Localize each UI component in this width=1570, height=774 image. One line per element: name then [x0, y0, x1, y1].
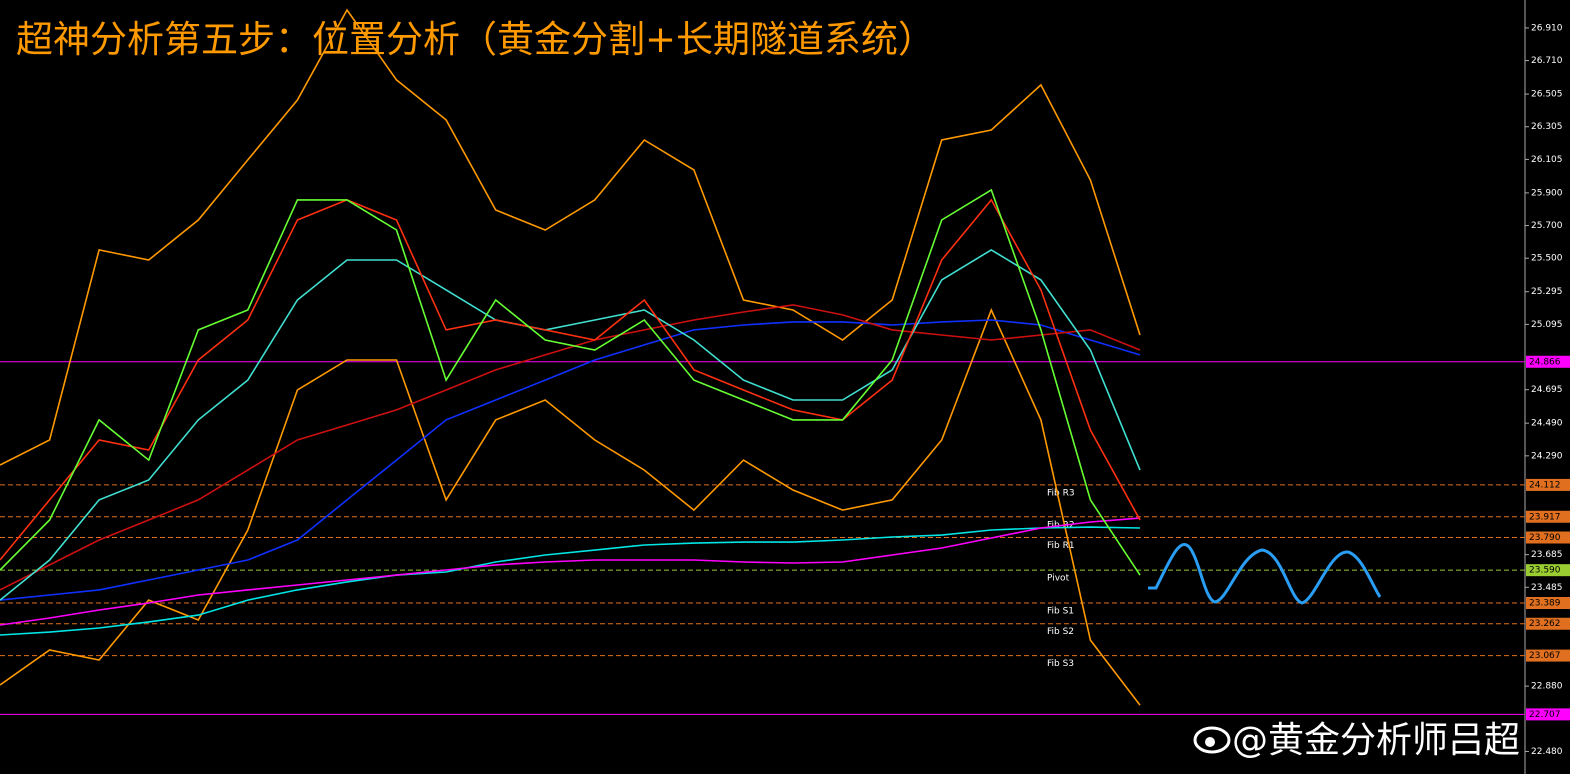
level-price-box — [1526, 510, 1570, 523]
level-price-box — [1526, 531, 1570, 544]
series-line — [0, 517, 1141, 626]
series-line — [0, 188, 1141, 576]
level-price-box — [1526, 478, 1570, 491]
y-tick-label: 25.900 — [1531, 188, 1563, 198]
watermark: @黄金分析师吕超 — [1232, 720, 1520, 761]
y-tick-label: 24.695 — [1531, 385, 1563, 395]
level-price-box — [1526, 617, 1570, 630]
level-price-label: 24.866 — [1529, 357, 1561, 367]
level-name: Fib S1 — [1047, 606, 1074, 616]
level-price-box — [1526, 564, 1570, 577]
y-tick-label: 25.295 — [1531, 287, 1563, 297]
y-tick-label: 25.500 — [1531, 254, 1563, 264]
y-tick-label: 26.305 — [1531, 122, 1563, 132]
level-name: Fib R3 — [1047, 488, 1075, 498]
level-price-box — [1526, 649, 1570, 662]
y-tick-label: 26.710 — [1531, 56, 1563, 66]
series-line — [0, 319, 1141, 601]
y-tick-label: 26.505 — [1531, 90, 1563, 100]
level-price-label: 23.067 — [1529, 651, 1561, 661]
series-line — [0, 526, 1141, 636]
level-price-label: 23.262 — [1529, 619, 1561, 629]
level-price-label: 23.590 — [1529, 566, 1561, 576]
y-tick-label: 25.700 — [1531, 221, 1563, 231]
series-line — [0, 8, 1141, 466]
level-name: Fib R1 — [1047, 541, 1075, 551]
y-tick-label: 23.685 — [1531, 550, 1563, 560]
y-tick-label: 23.485 — [1531, 583, 1563, 593]
chart-title: 超神分析第五步：位置分析（黄金分割+长期隧道系统） — [16, 18, 935, 61]
level-name: Fib S2 — [1047, 627, 1074, 637]
level-price-box — [1526, 708, 1570, 721]
series-line — [0, 248, 1141, 601]
y-tick-label: 26.105 — [1531, 155, 1563, 165]
y-tick-label: 22.880 — [1531, 682, 1563, 692]
level-name: Pivot — [1047, 574, 1070, 584]
level-price-label: 22.707 — [1529, 710, 1561, 720]
y-tick-label: 24.290 — [1531, 451, 1563, 461]
projection-wave — [1148, 543, 1382, 605]
level-name: Fib S3 — [1047, 659, 1074, 669]
level-price-box — [1526, 355, 1570, 368]
y-tick-label: 25.095 — [1531, 320, 1563, 330]
y-tick-label: 26.910 — [1531, 23, 1563, 33]
series-line — [0, 304, 1141, 591]
weibo-logo — [1193, 726, 1231, 754]
level-price-box — [1526, 596, 1570, 609]
y-tick-label: 22.480 — [1531, 747, 1563, 757]
level-price-label: 23.389 — [1529, 598, 1561, 608]
level-price-label: 23.790 — [1529, 533, 1561, 543]
series-line — [0, 198, 1141, 561]
level-price-label: 23.917 — [1529, 512, 1561, 522]
y-tick-label: 24.490 — [1531, 419, 1563, 429]
level-price-label: 24.112 — [1529, 480, 1561, 490]
